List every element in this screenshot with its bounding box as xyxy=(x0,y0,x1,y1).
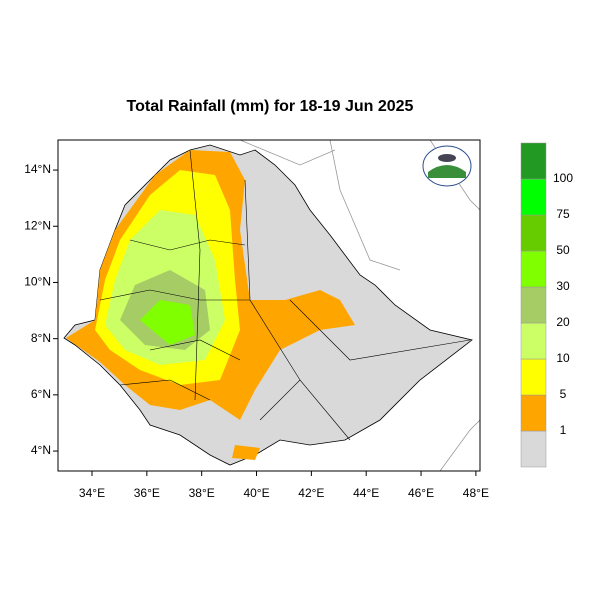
x-tick-label: 46°E xyxy=(408,486,434,500)
x-tick-label: 34°E xyxy=(79,486,105,500)
legend-swatch xyxy=(520,286,547,324)
legend: 1 5 10 20 30 50 75 100 xyxy=(520,142,573,468)
legend-label: 30 xyxy=(556,279,570,293)
legend-label: 100 xyxy=(553,171,573,185)
neighbor-border xyxy=(239,140,480,471)
x-tick-label: 44°E xyxy=(353,486,379,500)
y-tick-label: 4°N xyxy=(31,443,51,457)
legend-swatch xyxy=(520,394,547,432)
legend-swatch xyxy=(520,430,547,468)
x-tick-label: 48°E xyxy=(463,486,489,500)
x-tick-label: 38°E xyxy=(189,486,215,500)
map-frame xyxy=(57,139,481,472)
x-tick-label: 42°E xyxy=(298,486,324,500)
legend-swatch xyxy=(520,250,547,288)
logo xyxy=(422,145,472,187)
x-tick-label: 36°E xyxy=(134,486,160,500)
y-tick-label: 10°N xyxy=(24,275,51,289)
y-tick-label: 14°N xyxy=(24,162,51,176)
legend-label: 10 xyxy=(556,351,570,365)
admin-borders xyxy=(99,149,471,441)
rain-area xyxy=(232,445,260,460)
legend-swatch xyxy=(520,214,547,252)
legend-swatch xyxy=(520,142,547,180)
y-tick-label: 6°N xyxy=(31,387,51,401)
legend-label: 20 xyxy=(556,315,570,329)
legend-label: 50 xyxy=(556,243,570,257)
legend-swatch xyxy=(520,358,547,396)
rain-area xyxy=(140,300,195,345)
legend-swatch xyxy=(520,178,547,216)
y-tick-label: 12°N xyxy=(24,218,51,232)
x-tick-label: 40°E xyxy=(243,486,269,500)
map xyxy=(57,139,481,472)
legend-label: 1 xyxy=(560,423,567,437)
chart-title: Total Rainfall (mm) for 18-19 Jun 2025 xyxy=(127,98,414,115)
y-tick-label: 8°N xyxy=(31,331,51,345)
legend-swatch xyxy=(520,322,547,360)
axes: 34°E 36°E 38°E 40°E 42°E 44°E 46°E 48°E 4°N 6°N 8°… xyxy=(24,162,489,500)
legend-label: 75 xyxy=(556,207,570,221)
legend-label: 5 xyxy=(560,387,567,401)
